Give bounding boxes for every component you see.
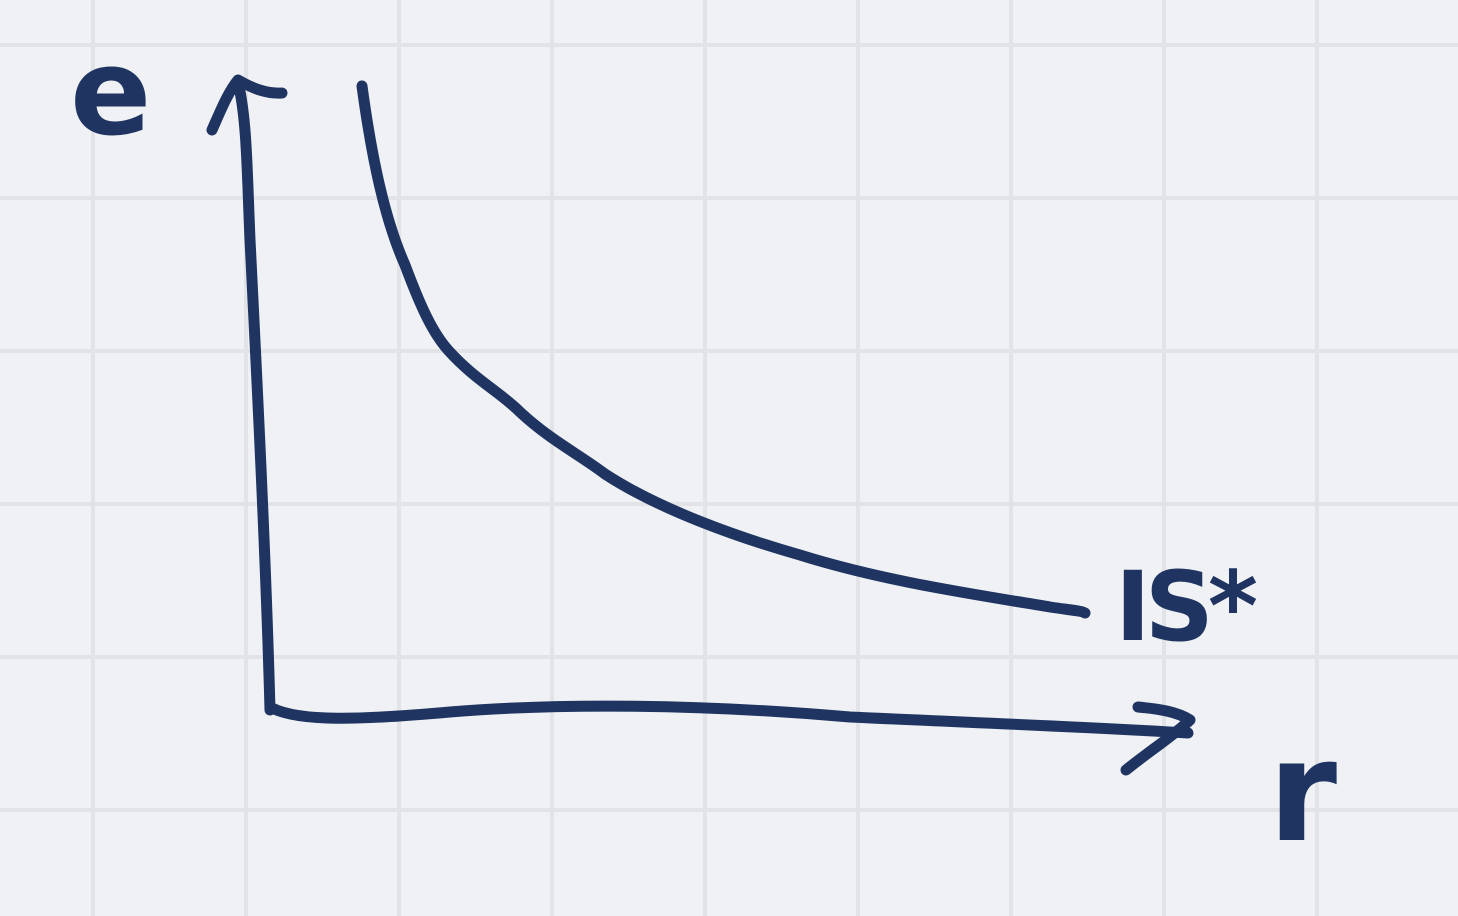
x-axis-label: r [1268, 711, 1337, 874]
x-axis-arrowhead [1120, 701, 1196, 776]
curve-label: IS* [1115, 551, 1257, 663]
x-axis-line [266, 700, 1194, 739]
y-axis-arrowhead [206, 74, 288, 136]
y-axis-line [232, 76, 276, 716]
is-curve [356, 80, 1091, 619]
y-axis-label: e [70, 24, 151, 163]
